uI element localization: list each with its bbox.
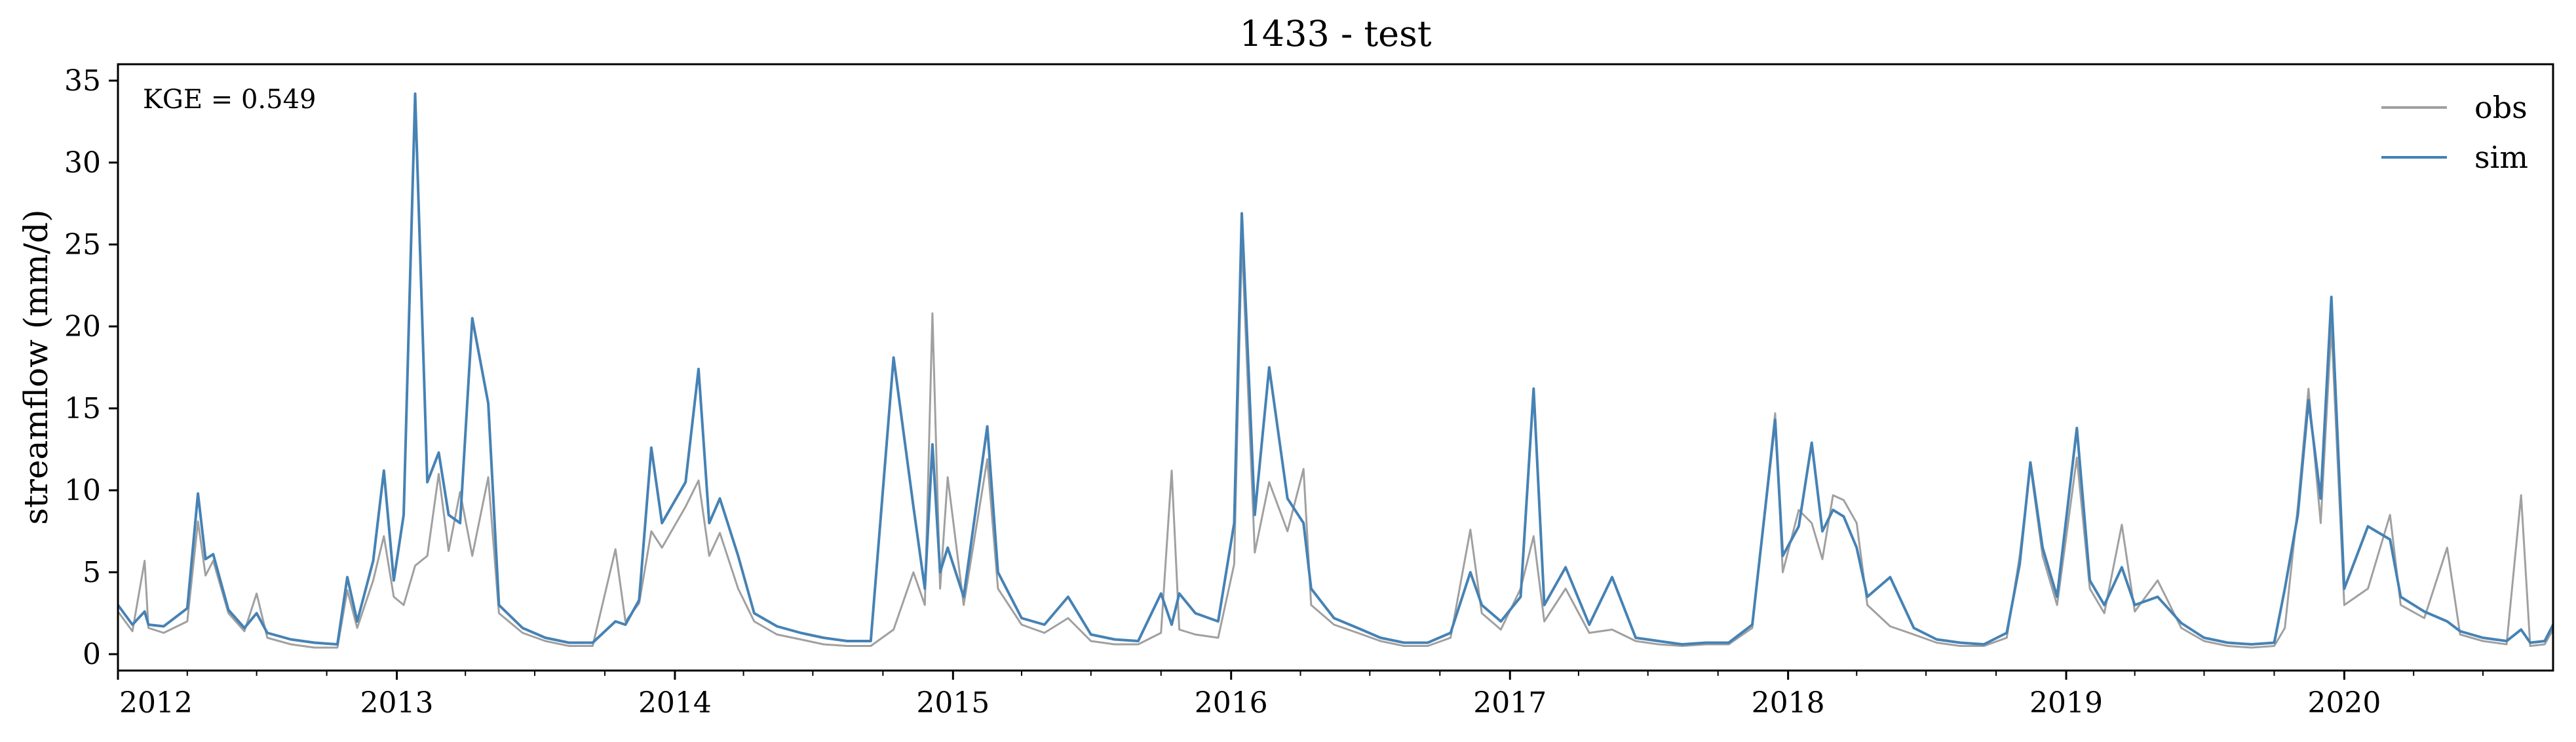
y-axis-title: streamflow (mm/d) — [17, 209, 55, 524]
y-tick-label: 15 — [64, 392, 101, 425]
kge-annotation: KGE = 0.549 — [143, 85, 317, 115]
x-tick-label: 2015 — [916, 686, 990, 720]
legend-obs-label: obs — [2474, 90, 2528, 125]
y-tick-label: 35 — [64, 64, 101, 98]
y-tick-label: 20 — [64, 310, 101, 343]
legend: obs sim — [2381, 90, 2528, 175]
x-tick-label: 2012 — [119, 686, 193, 720]
y-tick-label: 25 — [64, 228, 101, 262]
y-tick-label: 10 — [64, 474, 101, 507]
y-tick-label: 30 — [64, 146, 101, 180]
series-layer — [117, 92, 2554, 649]
x-tick-label: 2019 — [2029, 686, 2103, 720]
legend-sim-label: sim — [2474, 140, 2528, 175]
chart-title: 1433 - test — [1239, 13, 1431, 54]
x-tick-label: 2018 — [1752, 686, 1825, 720]
series-line-obs — [117, 239, 2554, 649]
x-tick-label: 2014 — [638, 686, 712, 720]
x-tick-label: 2013 — [360, 686, 434, 720]
x-tick-label: 2020 — [2307, 686, 2381, 720]
plot-area-frame — [117, 63, 2554, 672]
x-tick-label: 2016 — [1195, 686, 1268, 720]
x-tick-label: 2017 — [1473, 686, 1547, 720]
y-tick-label: 0 — [83, 638, 101, 671]
y-axis: 0 5 10 15 20 25 30 35 — [64, 64, 118, 671]
series-line-sim — [117, 92, 2554, 646]
x-axis: 2012 2013 2014 2015 2016 2017 2018 2019 2020 — [117, 671, 2484, 720]
y-tick-label: 5 — [83, 556, 101, 589]
